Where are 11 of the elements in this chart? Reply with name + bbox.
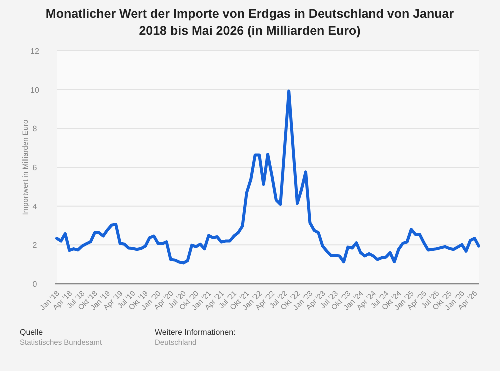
y-tick-label: 2 [32, 241, 38, 250]
y-tick-label: 12 [30, 47, 40, 56]
y-tick-label: 6 [32, 164, 38, 172]
y-tick-label: 10 [30, 86, 40, 95]
line-series [56, 90, 480, 265]
chart-title: Monatlicher Wert der Importe von Erdgas in Deutschland von Januar 2018 bis Mai 2026 (in Milliarden Euro) [46, 7, 454, 38]
text: Weitere Informationen: [155, 328, 236, 337]
text: Quelle [20, 328, 44, 337]
y-tick-label: 0 [32, 280, 38, 289]
y-tick-label: 8 [32, 124, 38, 134]
y-tick-label: 4 [32, 202, 38, 212]
